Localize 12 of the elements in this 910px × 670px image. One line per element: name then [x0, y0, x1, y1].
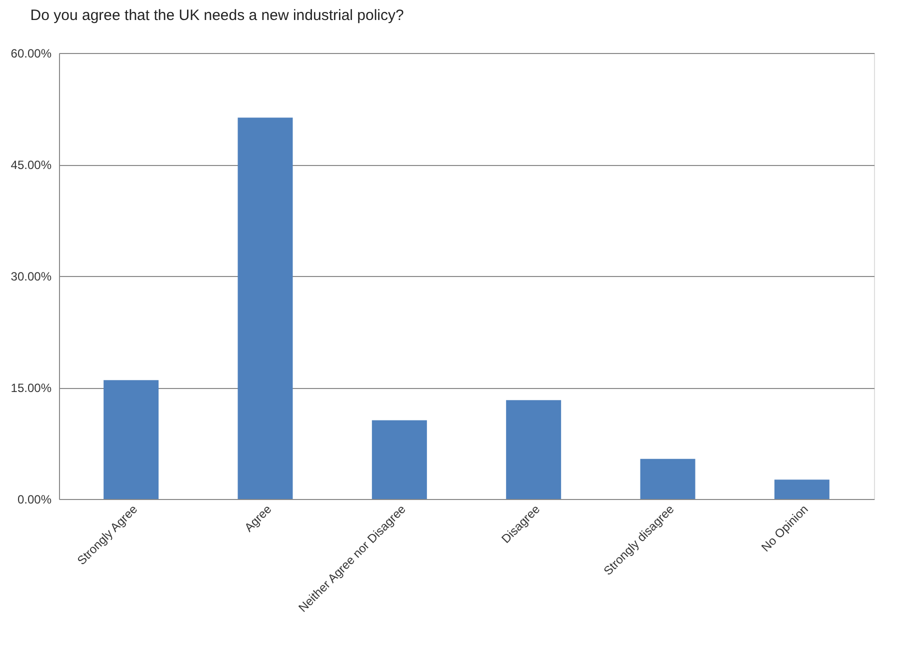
y-tick-label: 15.00% — [10, 381, 52, 395]
bar — [104, 380, 159, 499]
y-tick-label: 0.00% — [17, 492, 52, 506]
y-tick-label: 60.00% — [10, 46, 52, 60]
y-tick-label: 30.00% — [10, 270, 52, 284]
y-tick-label: 45.00% — [10, 158, 52, 172]
bar — [774, 480, 830, 499]
bar — [640, 458, 696, 499]
bar — [372, 420, 427, 499]
chart-title: Do you agree that the UK needs a new industrial policy? — [30, 7, 404, 24]
bar — [506, 400, 562, 499]
bar — [238, 118, 293, 499]
